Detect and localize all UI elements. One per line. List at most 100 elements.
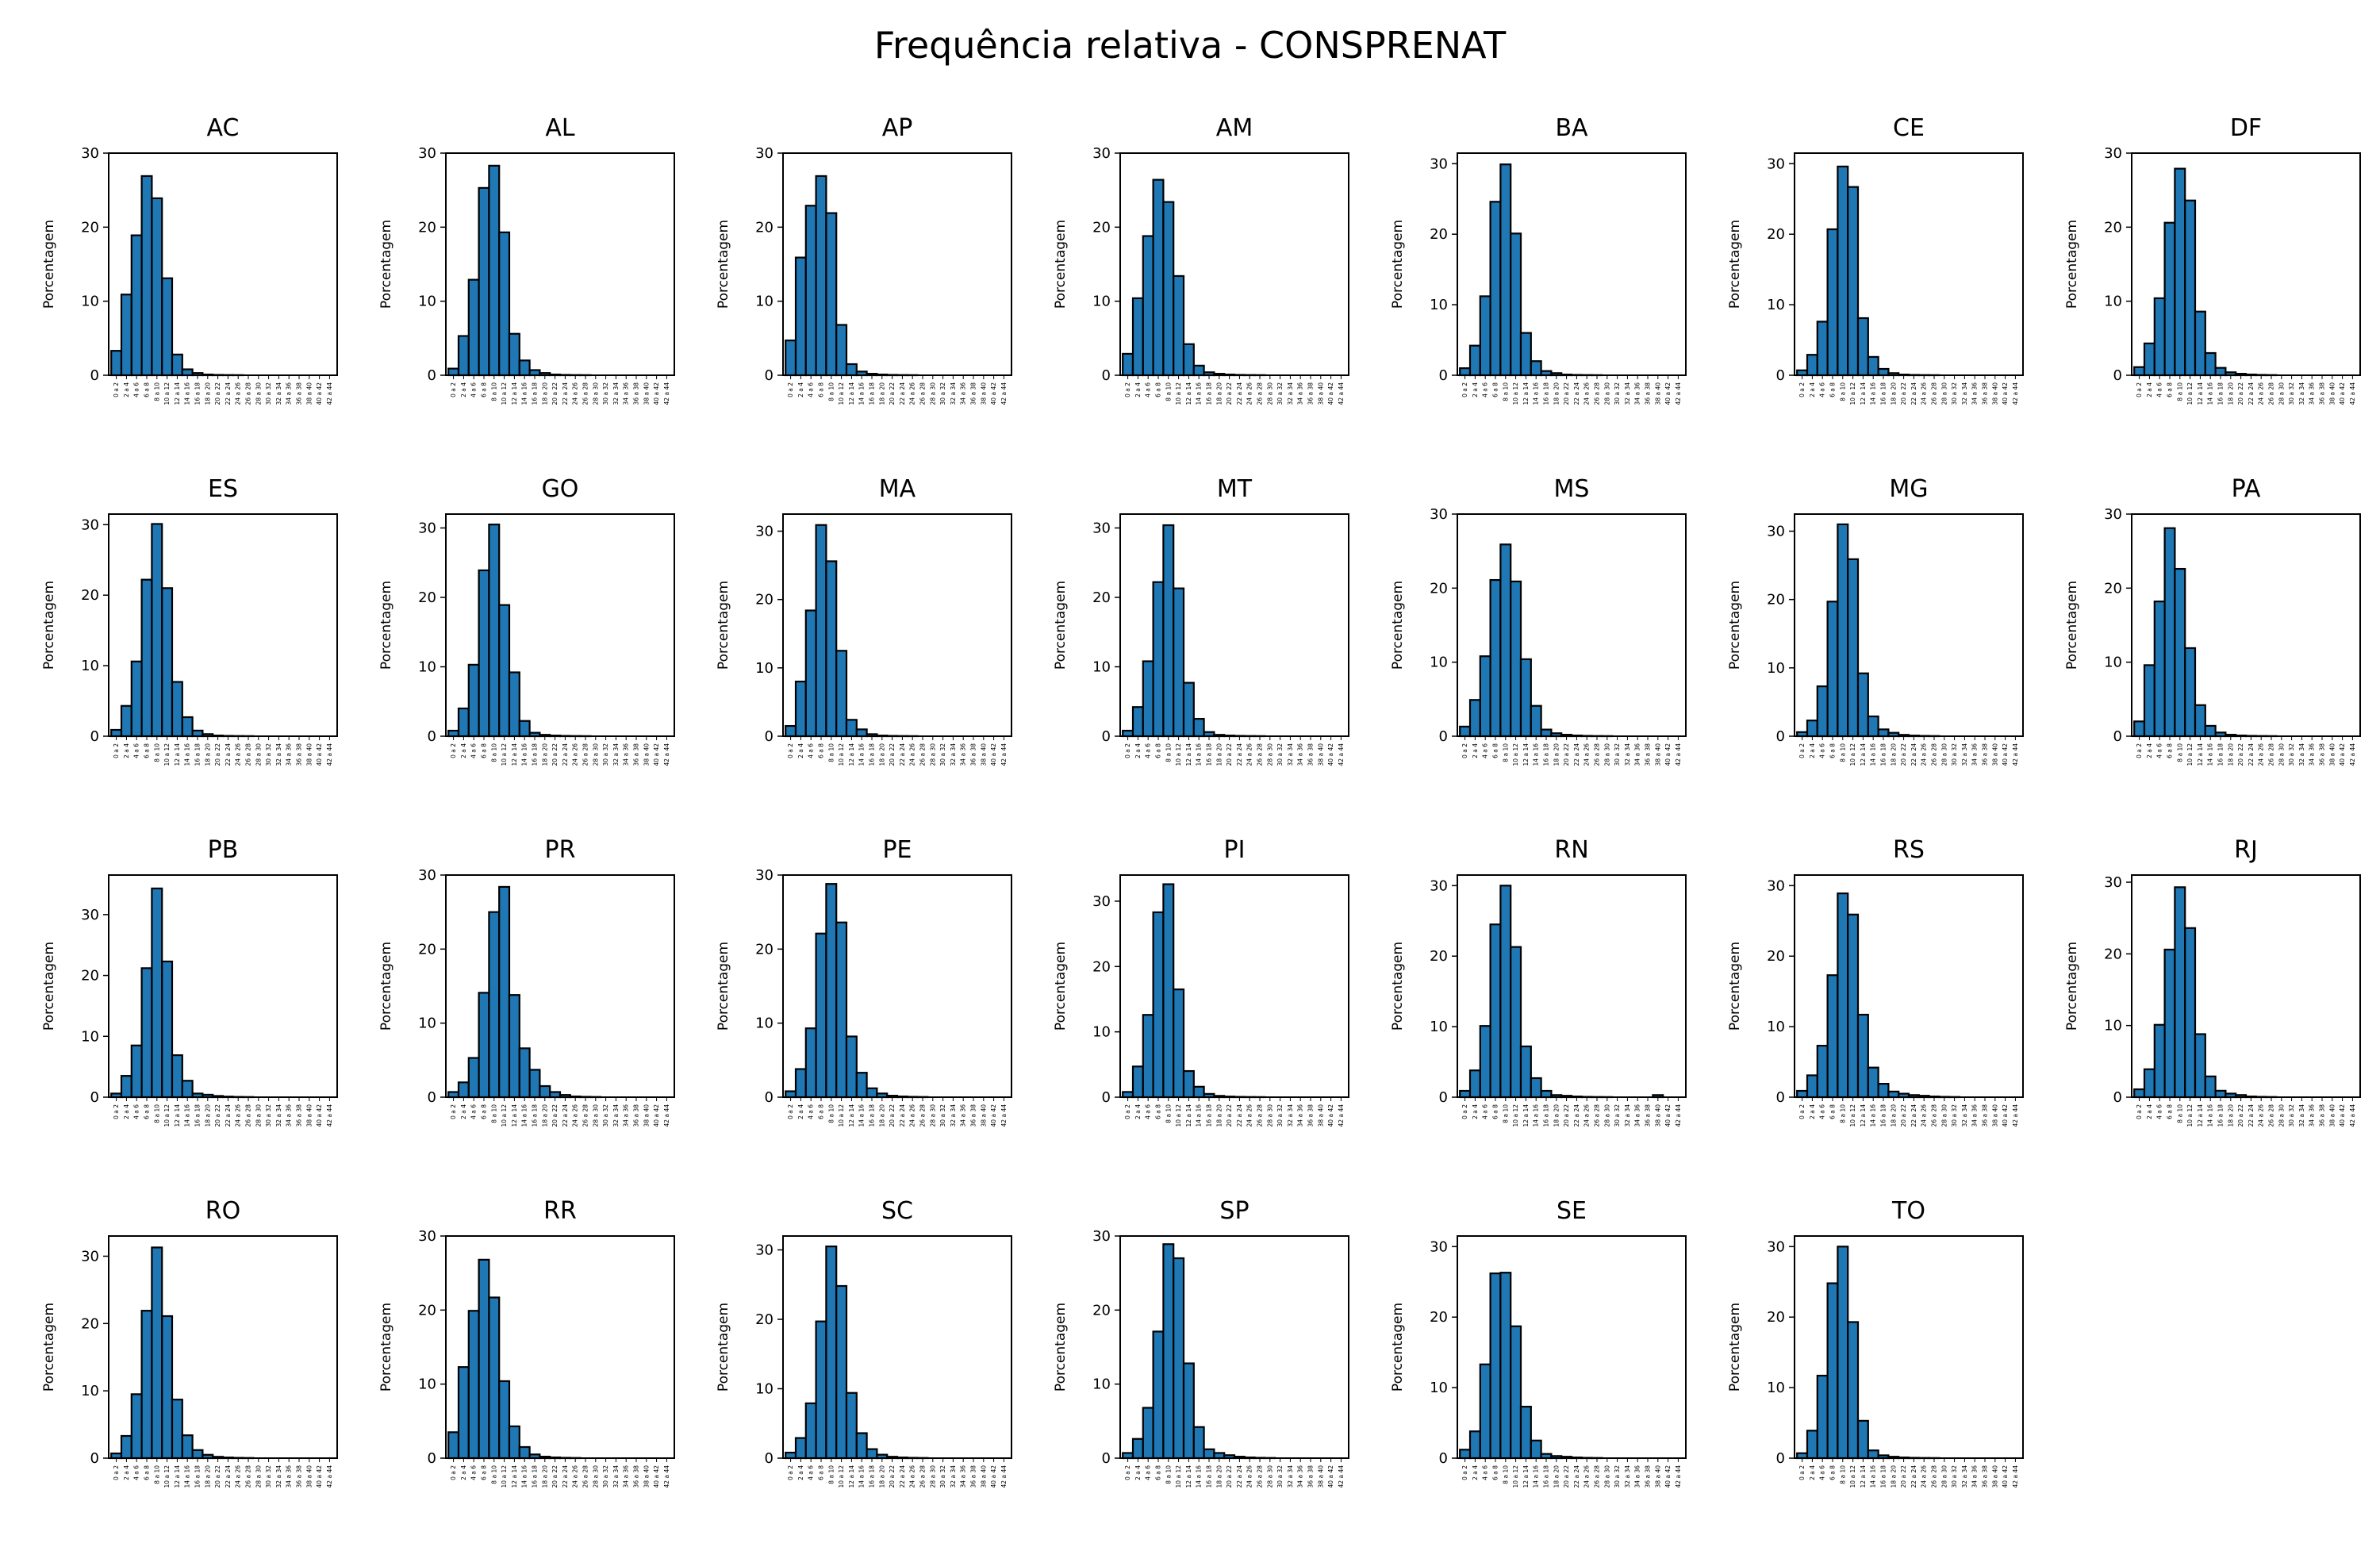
x-tick-label: 32 a 34 bbox=[1624, 1465, 1631, 1488]
bar bbox=[1499, 163, 1512, 377]
x-tick-label: 24 a 26 bbox=[572, 1104, 579, 1127]
y-tick-label: 20 bbox=[1767, 226, 1785, 243]
x-tick-label: 36 a 38 bbox=[970, 743, 977, 766]
axes-frame bbox=[782, 152, 1012, 376]
x-tick-label: 20 a 22 bbox=[551, 1104, 559, 1127]
x-tick-label: 10 a 12 bbox=[163, 743, 171, 766]
x-tick-label: 38 a 40 bbox=[643, 743, 650, 766]
axes-frame bbox=[1794, 152, 2024, 376]
y-tick-label: 20 bbox=[2104, 946, 2122, 962]
y-tick-label: 10 bbox=[1092, 1024, 1111, 1041]
x-tick-label: 16 a 18 bbox=[194, 743, 202, 766]
bar bbox=[110, 350, 123, 377]
y-tick-label: 0 bbox=[1439, 367, 1448, 384]
y-tick-label: 30 bbox=[1767, 524, 1785, 540]
panel-title: ES bbox=[208, 475, 238, 503]
x-tick-label: 40 a 42 bbox=[653, 382, 660, 405]
x-tick-label: 18 a 20 bbox=[541, 1104, 548, 1127]
y-axis-label: Porcentagem bbox=[1727, 581, 1743, 670]
y-tick-label: 20 bbox=[418, 941, 436, 958]
x-tick-label: 10 a 12 bbox=[2186, 1104, 2194, 1127]
x-tick-label: 18 a 20 bbox=[1553, 1104, 1560, 1127]
x-tick-label: 20 a 22 bbox=[214, 1104, 221, 1127]
x-tick-label: 20 a 22 bbox=[1900, 382, 1907, 405]
bar bbox=[151, 1246, 163, 1460]
y-tick-label: 30 bbox=[1430, 155, 1448, 172]
x-tick-label: 38 a 40 bbox=[1654, 1104, 1661, 1127]
bar bbox=[508, 332, 520, 377]
y-tick-label: 10 bbox=[418, 294, 436, 310]
x-tick-label: 4 a 6 bbox=[470, 1104, 478, 1119]
panel-title: PR bbox=[545, 836, 576, 864]
x-tick-label: 6 a 8 bbox=[1829, 743, 1837, 758]
x-tick-label: 14 a 16 bbox=[1870, 1104, 1877, 1127]
x-tick-label: 20 a 22 bbox=[889, 1104, 896, 1127]
y-tick-label: 10 bbox=[81, 658, 99, 674]
x-tick-label: 12 a 14 bbox=[511, 1104, 518, 1127]
bar bbox=[815, 1320, 827, 1460]
x-tick-label: 32 a 34 bbox=[2298, 1104, 2305, 1127]
bar bbox=[1826, 601, 1839, 738]
x-tick-label: 2 a 4 bbox=[1134, 382, 1142, 397]
x-tick-label: 10 a 12 bbox=[1175, 1104, 1182, 1127]
x-tick-label: 38 a 40 bbox=[305, 1104, 313, 1127]
x-tick-label: 30 a 32 bbox=[265, 1465, 272, 1488]
bar bbox=[1806, 1430, 1818, 1460]
y-tick-label: 0 bbox=[1776, 728, 1785, 745]
bar bbox=[855, 1072, 868, 1099]
x-tick-label: 10 a 12 bbox=[1175, 743, 1182, 766]
bar bbox=[2174, 886, 2186, 1099]
x-tick-label: 28 a 30 bbox=[255, 743, 262, 766]
x-tick-label: 36 a 38 bbox=[2319, 743, 2326, 766]
bar bbox=[1847, 186, 1860, 377]
x-tick-label: 6 a 8 bbox=[1829, 382, 1837, 397]
x-tick-label: 34 a 36 bbox=[286, 382, 293, 405]
bar bbox=[130, 660, 143, 738]
x-tick-label: 24 a 26 bbox=[572, 1465, 579, 1488]
x-tick-label: 30 a 32 bbox=[1614, 1104, 1621, 1127]
x-tick-label: 32 a 34 bbox=[612, 382, 620, 405]
x-tick-label: 22 a 24 bbox=[1910, 743, 1917, 766]
x-tick-label: 20 a 22 bbox=[1563, 382, 1570, 405]
x-tick-label: 22 a 24 bbox=[1573, 382, 1580, 405]
y-axis-label: Porcentagem bbox=[378, 581, 394, 670]
x-tick-label: 16 a 18 bbox=[1543, 1104, 1550, 1127]
bar bbox=[1510, 580, 1522, 738]
x-tick-label: 34 a 36 bbox=[1634, 743, 1641, 766]
bar bbox=[1856, 1419, 1869, 1460]
y-tick-label: 20 bbox=[418, 589, 436, 606]
x-tick-label: 22 a 24 bbox=[899, 382, 906, 405]
bar bbox=[2204, 351, 2217, 377]
bar bbox=[1192, 364, 1205, 377]
x-tick-label: 38 a 40 bbox=[1991, 743, 1998, 766]
bar bbox=[2143, 1068, 2155, 1099]
bar bbox=[1816, 1374, 1829, 1460]
x-tick-label: 26 a 28 bbox=[1931, 382, 1938, 405]
x-tick-label: 24 a 26 bbox=[1583, 1465, 1591, 1488]
y-tick-label: 20 bbox=[755, 1311, 774, 1328]
y-tick-label: 10 bbox=[2104, 294, 2122, 310]
x-tick-label: 22 a 24 bbox=[225, 743, 232, 766]
axes-frame bbox=[1794, 874, 2024, 1098]
x-tick-label: 12 a 14 bbox=[174, 743, 181, 766]
x-tick-label: 34 a 36 bbox=[2309, 1104, 2316, 1127]
x-tick-label: 36 a 38 bbox=[1307, 743, 1315, 766]
y-tick-label: 0 bbox=[1439, 1089, 1448, 1106]
axes-frame bbox=[445, 1235, 675, 1459]
panel-title: PA bbox=[2232, 475, 2261, 503]
y-tick-label: 10 bbox=[418, 659, 436, 676]
x-tick-label: 40 a 42 bbox=[316, 382, 323, 405]
x-tick-label: 6 a 8 bbox=[1492, 382, 1499, 397]
bar bbox=[1530, 704, 1542, 738]
x-tick-label: 6 a 8 bbox=[1155, 1104, 1162, 1119]
y-tick-label: 0 bbox=[1102, 728, 1111, 745]
x-tick-label: 32 a 34 bbox=[275, 743, 282, 766]
x-tick-label: 26 a 28 bbox=[919, 1465, 927, 1488]
x-tick-label: 40 a 42 bbox=[316, 743, 323, 766]
panel-title: RS bbox=[1893, 836, 1925, 864]
y-tick-label: 10 bbox=[1092, 1376, 1111, 1393]
bar bbox=[815, 932, 827, 1099]
y-tick-label: 30 bbox=[81, 145, 99, 162]
